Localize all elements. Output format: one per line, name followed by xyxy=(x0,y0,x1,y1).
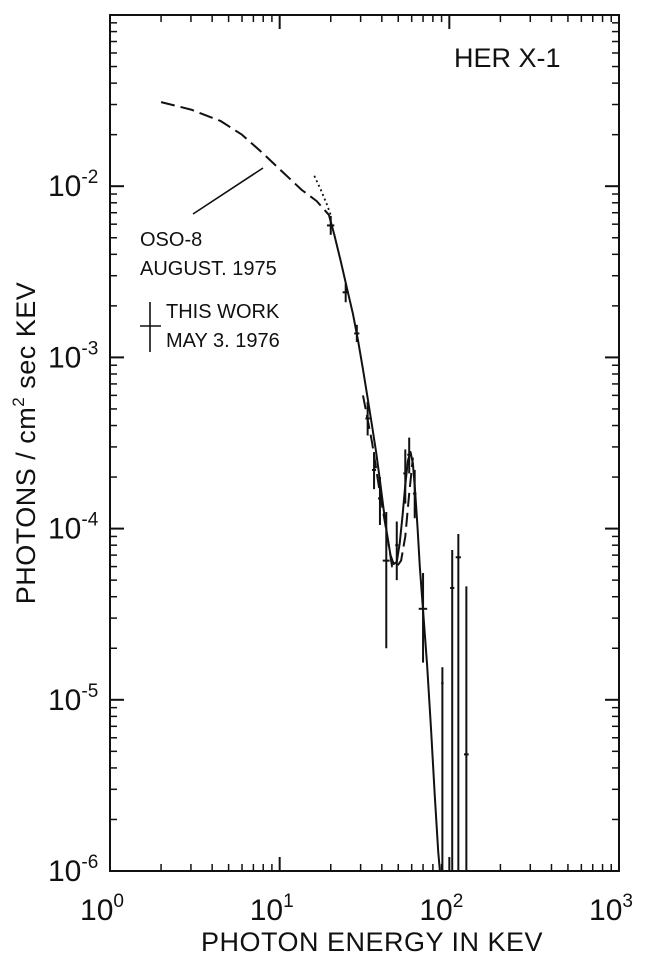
data-point xyxy=(354,324,360,343)
data-point xyxy=(382,512,390,649)
data-point xyxy=(365,401,370,436)
y-axis-title-sup: 2 xyxy=(9,397,28,407)
x-tick-exp: 2 xyxy=(453,891,464,912)
x-tick-exp: 3 xyxy=(622,891,633,912)
y-tick-exp: -6 xyxy=(81,852,98,873)
y-axis-ticks: 10-210-310-410-510-6 xyxy=(48,22,619,888)
oso8-annotation: OSO-8 AUGUST. 1975 xyxy=(140,167,277,280)
data-point xyxy=(378,477,382,525)
x-axis-ticks: 100 101 102 103 xyxy=(80,15,633,927)
oso8-label-line1: OSO-8 xyxy=(140,229,202,251)
data-point xyxy=(395,521,399,581)
data-point xyxy=(371,452,377,490)
y-tick-label: 10-6 xyxy=(48,852,98,888)
y-tick-label: 10-3 xyxy=(48,338,98,374)
y-tick-base: 10 xyxy=(48,170,81,203)
data-point xyxy=(403,449,408,504)
data-point xyxy=(463,586,469,871)
y-tick-label: 10-5 xyxy=(48,681,98,717)
data-point xyxy=(450,549,455,871)
data-points xyxy=(326,215,469,871)
y-tick-exp: -4 xyxy=(81,510,98,531)
data-point xyxy=(407,437,412,474)
x-tick-label: 101 xyxy=(250,891,294,927)
chart-title: HER X-1 xyxy=(454,43,561,73)
x-axis-title: PHOTON ENERGY IN KEV xyxy=(201,927,543,957)
y-tick-exp: -5 xyxy=(81,681,98,702)
series-dotted-1 xyxy=(313,175,332,216)
y-tick-label: 10-2 xyxy=(48,167,98,203)
y-tick-base: 10 xyxy=(48,341,81,374)
x-tick-exp: 1 xyxy=(283,891,294,912)
plot-frame xyxy=(109,14,620,872)
y-tick-exp: -2 xyxy=(81,167,98,188)
y-axis-title-post: sec KEV xyxy=(11,282,41,397)
data-point xyxy=(418,573,428,663)
oso8-label-line2: AUGUST. 1975 xyxy=(140,258,277,280)
x-tick-base: 10 xyxy=(589,894,622,927)
series-dashed-0 xyxy=(160,101,330,216)
y-tick-label: 10-4 xyxy=(48,510,99,546)
y-tick-exp: -3 xyxy=(81,338,98,359)
y-tick-base: 10 xyxy=(48,684,81,717)
this-work-label-line1: THIS WORK xyxy=(166,301,280,323)
x-tick-base: 10 xyxy=(80,894,113,927)
data-point xyxy=(412,469,417,519)
this-work-annotation: THIS WORK MAY 3. 1976 xyxy=(140,301,280,352)
data-point xyxy=(455,533,461,871)
y-axis-title: PHOTONS / cm2 sec KEV xyxy=(9,282,41,605)
x-tick-base: 10 xyxy=(250,894,283,927)
data-point xyxy=(326,215,335,235)
series-layer xyxy=(160,101,441,872)
x-tick-base: 10 xyxy=(419,894,452,927)
this-work-label-line2: MAY 3. 1976 xyxy=(166,330,280,352)
y-tick-base: 10 xyxy=(48,513,81,546)
x-tick-label: 103 xyxy=(589,891,633,927)
series-solid-2 xyxy=(327,214,441,872)
x-tick-label: 100 xyxy=(80,891,124,927)
data-point xyxy=(441,667,444,871)
oso8-leader-line xyxy=(192,167,264,215)
y-axis-title-pre: PHOTONS / cm xyxy=(11,407,41,605)
series-dashed-3 xyxy=(362,395,414,568)
data-point xyxy=(342,283,349,303)
x-tick-exp: 0 xyxy=(113,891,124,912)
y-tick-base: 10 xyxy=(48,855,81,888)
x-tick-label: 102 xyxy=(419,891,463,927)
